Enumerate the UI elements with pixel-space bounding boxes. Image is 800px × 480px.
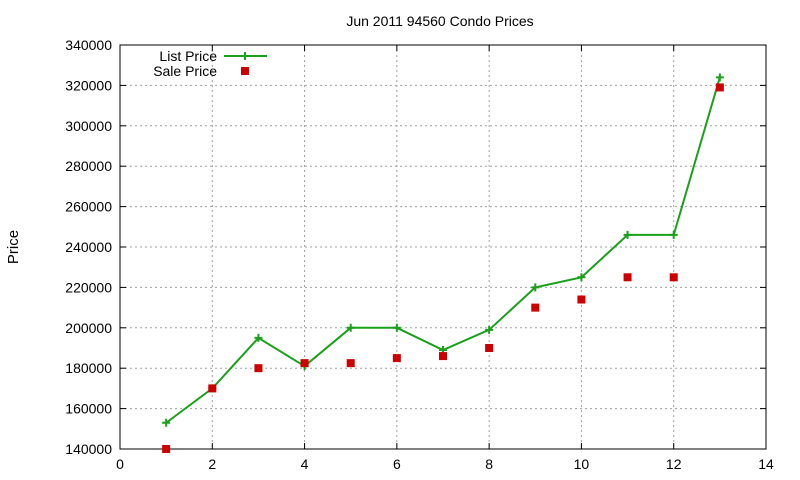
x-tick-label: 14: [758, 456, 774, 472]
legend-label-sale-price: Sale Price: [153, 63, 217, 79]
list-price-point: [392, 323, 401, 332]
x-tick-label: 4: [301, 456, 309, 472]
sale-price-point: [669, 273, 678, 282]
x-tick-label: 12: [666, 456, 682, 472]
sale-price-point: [623, 273, 632, 282]
list-price-point: [531, 283, 540, 292]
list-price-line: [165, 77, 721, 424]
y-tick-label: 180000: [65, 360, 112, 376]
x-tick-label: 8: [485, 456, 493, 472]
sale-price-point: [162, 445, 171, 453]
y-tick-label: 320000: [65, 77, 112, 93]
legend-label-list-price: List Price: [159, 48, 217, 64]
y-tick-label: 240000: [65, 239, 112, 255]
x-tick-label: 6: [393, 456, 401, 472]
y-axis-label: Price: [5, 230, 22, 264]
list-price-point: [485, 325, 494, 334]
x-tick-label: 0: [116, 456, 124, 472]
y-tick-label: 140000: [65, 441, 112, 457]
sale-price-point: [254, 364, 263, 373]
x-tick-label: 10: [574, 456, 590, 472]
y-tick-label: 300000: [65, 118, 112, 134]
legend-marker-list-price: [241, 52, 249, 60]
list-price-point: [577, 273, 586, 282]
sale-price-point: [346, 359, 355, 368]
list-price-point: [715, 73, 724, 82]
list-price-point: [254, 333, 263, 342]
sale-price-point: [531, 303, 540, 312]
sale-price-point: [300, 359, 309, 368]
list-price-point: [346, 323, 355, 332]
sale-price-point: [715, 83, 724, 92]
y-tick-label: 220000: [65, 279, 112, 295]
sale-price-point: [577, 295, 586, 304]
sale-price-point: [392, 354, 401, 363]
legend-marker-sale-price: [241, 67, 249, 75]
axis-ticks: 0 2 4 6 8 10 12 14 140000 160000 180000 200000 22000…: [65, 37, 774, 472]
y-tick-label: 340000: [65, 37, 112, 53]
list-price-point: [162, 418, 171, 427]
series-layer: [162, 73, 724, 453]
sale-price-point: [439, 352, 447, 361]
y-tick-label: 200000: [65, 320, 112, 336]
list-price-point: [669, 230, 678, 239]
grid-lines: [120, 45, 766, 449]
chart-title: Jun 2011 94560 Condo Prices: [346, 13, 533, 29]
y-tick-label: 160000: [65, 401, 112, 417]
x-tick-label: 2: [208, 456, 216, 472]
list-price-point: [623, 230, 632, 239]
y-tick-label: 260000: [65, 199, 112, 215]
y-tick-label: 280000: [65, 158, 112, 174]
sale-price-point: [208, 384, 217, 393]
sale-price-point: [485, 344, 494, 352]
